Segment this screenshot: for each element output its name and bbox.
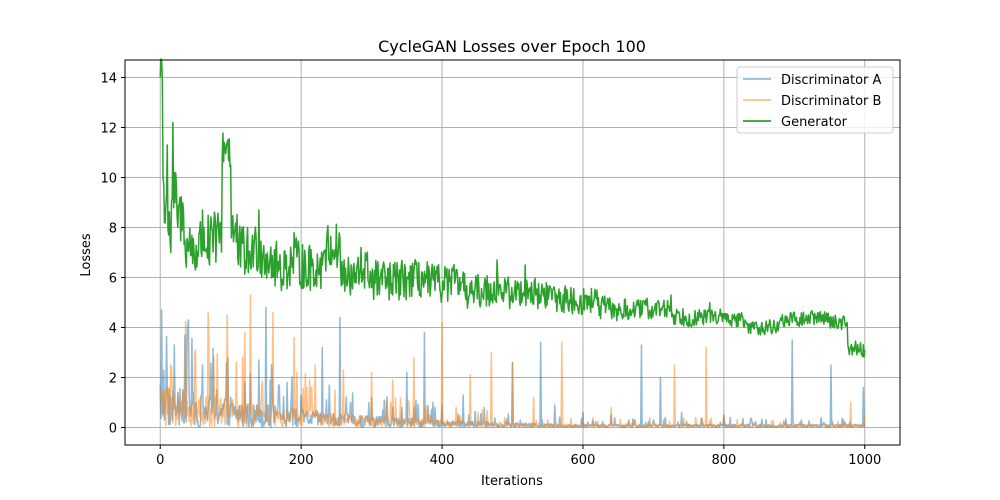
legend: Discriminator A Discriminator B Generator [736, 66, 894, 134]
y-tick-label: 0 [109, 422, 117, 437]
y-tick-label: 8 [109, 222, 117, 237]
x-tick-label: 1000 [848, 453, 881, 468]
y-tick-label: 14 [100, 72, 117, 87]
y-tick-label: 2 [109, 372, 117, 387]
y-tick-label: 10 [100, 172, 117, 187]
y-tick-label: 4 [109, 322, 117, 337]
legend-label: Discriminator A [781, 73, 882, 88]
y-tick-label: 6 [109, 272, 117, 287]
legend-box [736, 66, 894, 134]
chart-title: CycleGAN Losses over Epoch 100 [378, 37, 646, 56]
x-tick-label: 400 [430, 453, 455, 468]
x-tick-label: 200 [289, 453, 314, 468]
series-lines [159, 58, 866, 428]
series-line-generator [159, 58, 866, 358]
legend-label: Discriminator B [781, 94, 881, 109]
x-axis-label: Iterations [481, 474, 543, 489]
axis-ticks: 0 200 400 600 800 1000 0 2 4 6 8 10 12 14 [100, 72, 881, 469]
x-tick-label: 0 [156, 453, 164, 468]
y-tick-label: 12 [100, 122, 117, 137]
y-axis-label: Losses [79, 233, 94, 277]
x-tick-label: 800 [711, 453, 736, 468]
series-line-discriminator-b [159, 294, 866, 428]
legend-label: Generator [781, 115, 848, 130]
x-tick-label: 600 [571, 453, 596, 468]
axes-frame [124, 59, 901, 446]
